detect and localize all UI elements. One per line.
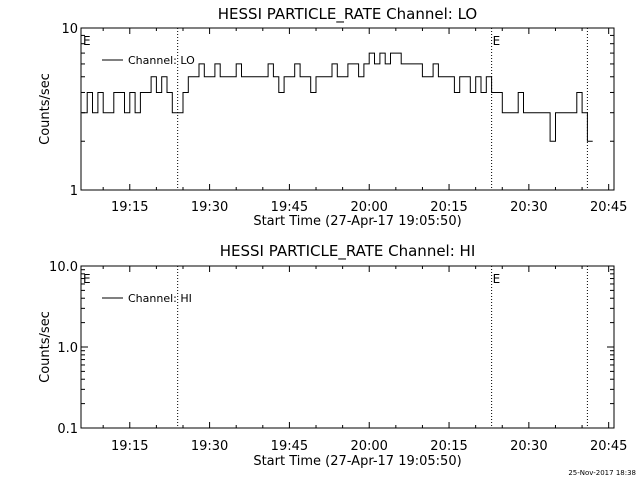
panel1-event-marker-label: E (83, 34, 91, 48)
panel1-x-axis-label: Start Time (27-Apr-17 19:05:50) (253, 214, 461, 229)
panel2-event-marker-label: E (493, 272, 501, 286)
panel2-x-tick-label: 19:30 (191, 439, 228, 454)
panel2-y-tick-label: 0.1 (57, 422, 78, 437)
panel1-series-line-0 (81, 52, 593, 142)
panel1-x-tick-label: 20:00 (350, 200, 387, 215)
panel1-y-tick-label: 10 (61, 22, 78, 37)
panel2-chart-title: HESSI PARTICLE_RATE Channel: HI (220, 242, 476, 261)
panel1-x-tick-label: 19:30 (191, 200, 228, 215)
panel2-x-axis-label: Start Time (27-Apr-17 19:05:50) (253, 454, 461, 469)
panel2-legend-label: Channel: HI (128, 292, 192, 305)
panel2-x-tick-label: 20:30 (510, 439, 547, 454)
panel1-y-tick-label: 1 (70, 184, 78, 199)
panel1-x-tick-label: 20:15 (430, 200, 467, 215)
panel2-x-tick-label: 20:00 (350, 439, 387, 454)
panel1-y-axis-label: Counts/sec (38, 73, 53, 145)
panel2-x-tick-label: 19:45 (271, 439, 308, 454)
panel2-y-tick-label: 1.0 (57, 341, 78, 356)
panel1-legend-label: Channel: LO (128, 54, 195, 67)
panel2-x-tick-label: 19:15 (111, 439, 148, 454)
plot-timestamp: 25-Nov-2017 18:38 (568, 469, 636, 477)
panel1-chart-title: HESSI PARTICLE_RATE Channel: LO (218, 5, 477, 24)
panel1-event-marker-label: E (493, 34, 501, 48)
panel1-x-tick-label: 20:30 (510, 200, 547, 215)
panel2-y-tick-label: 10.0 (49, 260, 78, 275)
panel2-y-axis-label: Counts/sec (38, 311, 53, 383)
panel2-event-marker-label: E (83, 272, 91, 286)
panel2-plot-frame (80, 265, 615, 429)
panel2-x-tick-label: 20:45 (590, 439, 627, 454)
panel1-plot-frame (80, 27, 615, 191)
panel1-x-tick-label: 19:45 (271, 200, 308, 215)
panel2-x-tick-label: 20:15 (430, 439, 467, 454)
panel1-x-tick-label: 19:15 (111, 200, 148, 215)
panel1-x-tick-label: 20:45 (590, 200, 627, 215)
